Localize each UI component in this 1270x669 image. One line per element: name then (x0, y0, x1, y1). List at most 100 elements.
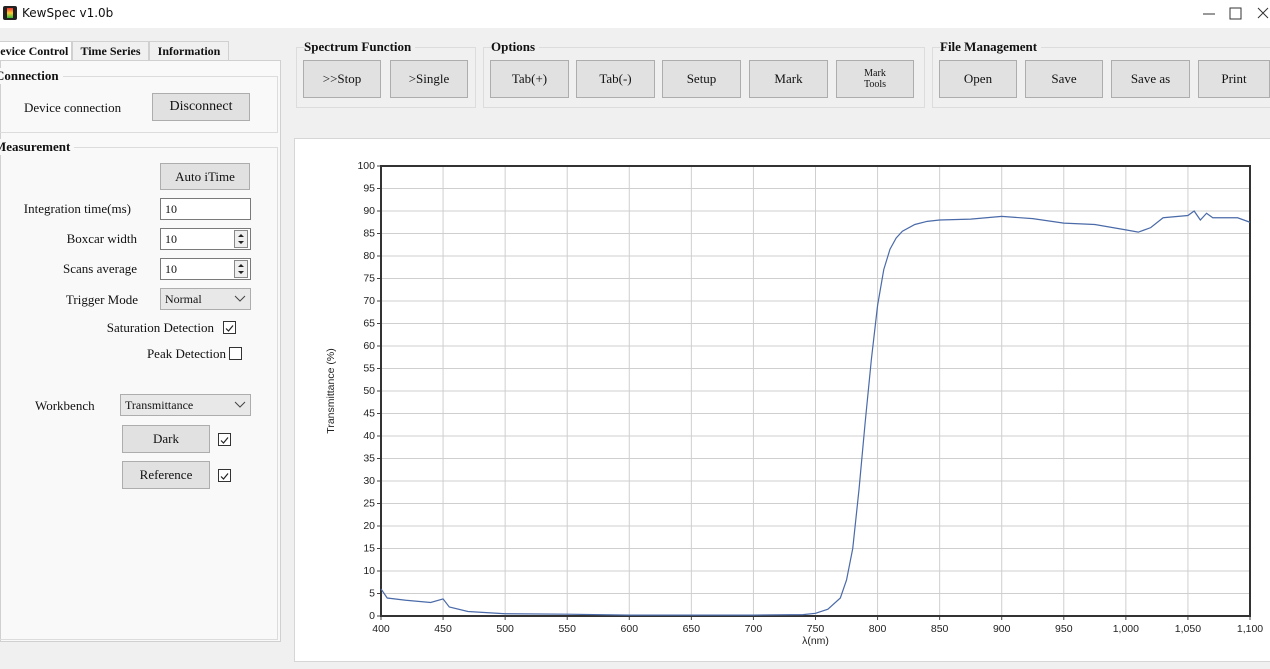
y-tick-label: 60 (363, 340, 375, 352)
x-tick-label: 950 (1055, 623, 1073, 635)
checkbox[interactable] (218, 469, 231, 482)
group-title: Spectrum Function (304, 39, 416, 55)
toolbar-button[interactable]: Mark Tools (836, 60, 914, 98)
spin-input[interactable]: 10 (160, 228, 251, 250)
auto-itime-button[interactable]: Auto iTime (160, 163, 250, 190)
y-tick-label: 95 (363, 182, 375, 194)
x-tick-label: 500 (496, 623, 514, 635)
group-box (483, 47, 925, 108)
group-title: Measurement (0, 139, 75, 155)
x-tick-label: 650 (683, 623, 701, 635)
y-tick-label: 50 (363, 385, 375, 397)
checkbox[interactable] (229, 347, 242, 360)
data-line (380, 210, 1251, 616)
group-title: File Management (940, 39, 1042, 55)
toolbar-button[interactable]: >Single (390, 60, 468, 98)
y-tick-label: 25 (363, 497, 375, 509)
app-icon (3, 6, 17, 20)
tab[interactable]: Time Series (72, 41, 149, 61)
group-title: Connection (0, 68, 63, 84)
x-axis-label: λ(nm) (802, 635, 829, 647)
y-tick-label: 45 (363, 407, 375, 419)
y-tick-label: 80 (363, 250, 375, 262)
label: Peak Detection (146, 346, 226, 361)
label: Integration time(ms) (23, 201, 131, 216)
y-tick-label: 70 (363, 295, 375, 307)
toolbar-button[interactable]: Setup (662, 60, 741, 98)
check-mark (220, 473, 229, 480)
y-tick-label: 10 (363, 565, 375, 577)
x-tick-label: 450 (434, 623, 452, 635)
window-title: KewSpec v1.0b (22, 6, 114, 20)
y-tick-label: 0 (369, 610, 375, 622)
label: Device connection (24, 100, 122, 115)
toolbar-button[interactable]: Print (1198, 60, 1270, 98)
group-box (0, 147, 278, 640)
plot-frame (380, 165, 1251, 617)
spinner[interactable] (234, 230, 248, 248)
x-tick-label: 400 (372, 623, 390, 635)
toolbar-button[interactable]: Open (939, 60, 1017, 98)
y-tick-label: 35 (363, 452, 375, 464)
x-tick-label: 800 (869, 623, 887, 635)
tab[interactable]: Information (149, 41, 229, 61)
y-tick-label: 100 (357, 160, 375, 172)
toolbar-button[interactable]: Tab(+) (490, 60, 569, 98)
x-tick-label: 550 (558, 623, 576, 635)
text-input[interactable]: 10 (160, 198, 251, 220)
check-mark (225, 325, 234, 332)
x-tick-label: 1,100 (1237, 623, 1263, 635)
label: Saturation Detection (106, 320, 214, 335)
y-tick-label: 75 (363, 272, 375, 284)
group-box (932, 47, 1270, 108)
checkbox[interactable] (218, 433, 231, 446)
check-mark (220, 437, 229, 444)
label: Scans average (63, 261, 137, 276)
y-tick-label: 90 (363, 205, 375, 217)
y-tick-label: 40 (363, 430, 375, 442)
tab[interactable]: Device Control (0, 41, 72, 61)
x-tick-label: 1,050 (1175, 623, 1201, 635)
group-box (0, 76, 278, 133)
y-tick-label: 85 (363, 227, 375, 239)
spinner[interactable] (234, 260, 248, 278)
y-tick-label: 20 (363, 520, 375, 532)
x-tick-label: 700 (745, 623, 763, 635)
disconnect-button[interactable]: Disconnect (152, 93, 250, 121)
icon-detail (7, 8, 13, 18)
label: Trigger Mode (65, 292, 138, 307)
dark-button[interactable]: Dark (122, 425, 210, 453)
maximize-button[interactable] (1229, 7, 1242, 20)
dropdown[interactable]: Transmittance (120, 394, 251, 416)
label: Workbench (35, 398, 95, 413)
y-tick-label: 15 (363, 542, 375, 554)
x-tick-label: 1,000 (1113, 623, 1139, 635)
window-controls (1203, 7, 1269, 20)
toolbar-button[interactable]: Save as (1111, 60, 1190, 98)
x-tick-label: 600 (621, 623, 639, 635)
label: Boxcar width (66, 231, 137, 246)
dropdown[interactable]: Normal (160, 288, 251, 310)
y-tick-label: 30 (363, 475, 375, 487)
y-tick-label: 65 (363, 317, 375, 329)
x-tick-label: 900 (993, 623, 1011, 635)
title-bar: KewSpec v1.0b (0, 0, 1270, 28)
close-button[interactable] (1257, 7, 1269, 19)
x-tick-label: 850 (931, 623, 949, 635)
reference-button[interactable]: Reference (122, 461, 210, 489)
y-tick-label: 55 (363, 362, 375, 374)
x-tick-label: 750 (807, 623, 825, 635)
toolbar-button[interactable]: Tab(-) (576, 60, 655, 98)
toolbar-button[interactable]: Mark (749, 60, 828, 98)
dropdown-arrow (234, 401, 246, 408)
checkbox[interactable] (223, 321, 236, 334)
chart: 0 5 10 15 20 25 30 35 40 45 50 55 60 65 70 75 80 85 90 95 10… (294, 138, 1270, 662)
toolbar-button[interactable]: >>Stop (303, 60, 381, 98)
spin-input[interactable]: 10 (160, 258, 251, 280)
y-axis-label: Transmittance (%) (325, 348, 337, 433)
toolbar-button[interactable]: Save (1025, 60, 1103, 98)
group-title: Options (491, 39, 540, 55)
y-tick-label: 5 (369, 587, 375, 599)
dropdown-arrow (234, 295, 246, 302)
